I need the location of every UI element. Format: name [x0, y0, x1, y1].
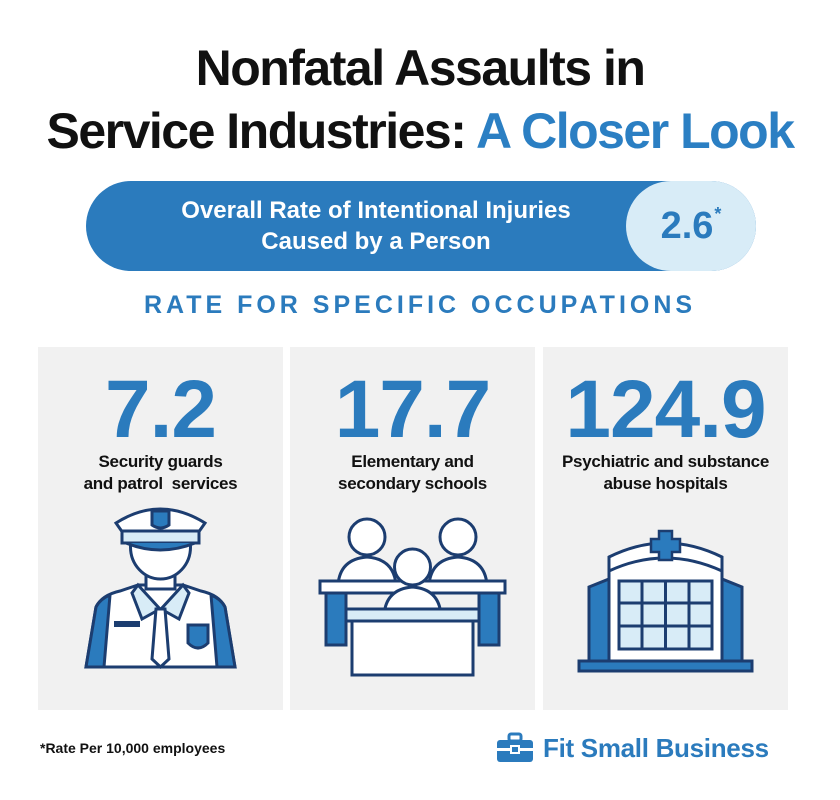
occupation-label: Security guards and patrol services	[38, 451, 283, 495]
overall-rate-label-line-1: Overall Rate of Intentional Injuries	[181, 197, 571, 224]
hospital-building-icon	[577, 529, 754, 673]
classroom-icon	[318, 517, 507, 677]
occupation-rate-value: 124.9	[565, 364, 766, 455]
page-title-line-2: Service Industries: A Closer Look	[0, 101, 840, 161]
page-title-line-1: Nonfatal Assaults in	[0, 38, 840, 98]
overall-rate-banner: Overall Rate of Intentional Injuries Cau…	[86, 181, 756, 271]
overall-rate-label-line-2: Caused by a Person	[261, 228, 491, 255]
overall-rate-label: Overall Rate of Intentional Injuries Cau…	[116, 181, 636, 271]
occupation-label-line-2: secondary schools	[338, 474, 487, 493]
footnote: *Rate Per 10,000 employees	[40, 740, 226, 756]
occupation-rate-value: 7.2	[105, 364, 217, 455]
section-subheading: RATE FOR SPECIFIC OCCUPATIONS	[143, 291, 697, 319]
title-text-1: Nonfatal Assaults in	[195, 40, 646, 96]
title-accent: A Closer Look	[475, 103, 795, 159]
occupation-label-line-2: abuse hospitals	[603, 474, 728, 493]
overall-rate-value-box: 2.6 *	[626, 181, 756, 271]
occupation-label-line-1: Security guards	[98, 452, 223, 471]
occupation-card-schools: 17.7 Elementary and secondary schools	[290, 347, 535, 710]
brand-name: Fit Small Business	[543, 732, 769, 763]
occupation-card-hospitals: 124.9 Psychiatric and substance abuse ho…	[543, 347, 788, 710]
overall-rate-value: 2.6	[660, 204, 714, 247]
occupation-label: Psychiatric and substance abuse hospital…	[543, 451, 788, 495]
title-text-2: Service Industries:	[46, 103, 466, 159]
occupation-label: Elementary and secondary schools	[290, 451, 535, 495]
security-guard-icon	[84, 507, 237, 670]
occupation-rate-value: 17.7	[334, 364, 492, 455]
overall-rate-asterisk: *	[714, 203, 722, 224]
briefcase-icon	[497, 732, 533, 762]
brand-logo: Fit Small Business	[495, 728, 769, 768]
occupation-label-line-1: Psychiatric and substance	[562, 452, 769, 471]
occupation-label-line-1: Elementary and	[351, 452, 474, 471]
occupation-card-security: 7.2 Security guards and patrol services	[38, 347, 283, 710]
occupation-label-line-2: and patrol services	[83, 474, 238, 493]
